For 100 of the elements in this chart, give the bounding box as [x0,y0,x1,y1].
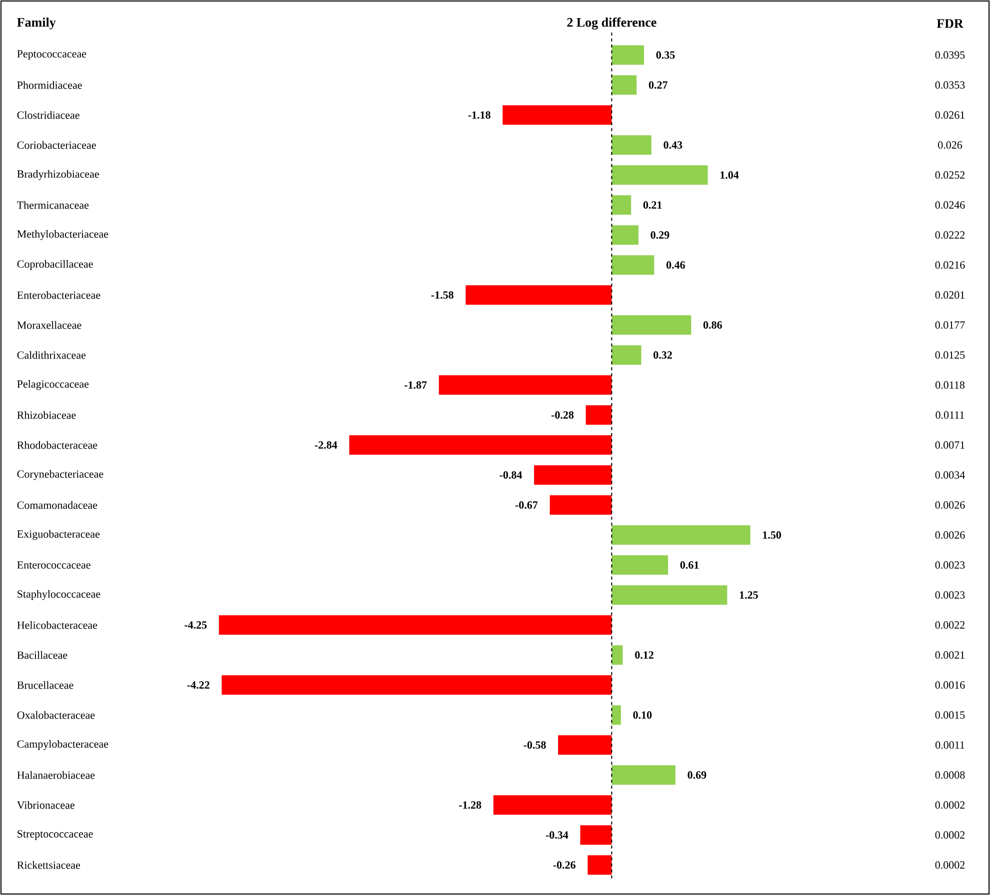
text: 0.0118 [936,381,965,389]
text: 0.0002 [935,831,965,839]
bar [612,645,623,665]
y-tick-label: Thermicanaceae [17,201,89,209]
text: 0.0023 [935,591,965,599]
y-tick-label: Phormidiaceae [17,81,82,89]
y-tick-label: Caldithrixaceae [17,351,86,359]
bar [612,585,728,605]
y-tick-label: Bacillaceae [17,651,68,659]
bar [612,225,638,245]
bar [612,135,652,155]
text: 0.0353 [935,81,965,89]
data-label: 0.12 [635,651,654,659]
data-label: 1.04 [720,171,739,179]
y-tick-label: Clostridiaceae [17,111,80,119]
bar [222,675,612,695]
data-label: 0.69 [688,771,706,779]
bar [612,165,708,185]
text: 0.0111 [936,411,964,419]
y-tick-label: Campylobacteraceae [17,740,108,750]
y-tick-label: Enterococcaceae [17,561,90,569]
y-tick-label: Rickettsiaceae [17,861,80,869]
y-tick-label: Vibrionaceae [16,801,74,809]
text: 0.0125 [935,351,965,359]
bar [612,765,676,785]
bar [612,705,621,725]
bar [218,615,612,635]
text: 0.0071 [935,441,964,449]
y-tick-label: Enterobacteriaceae [17,291,100,299]
bar [612,45,644,65]
bar [612,75,637,95]
data-label: -0.34 [546,831,568,839]
bar [612,195,632,215]
bar [534,465,612,485]
text: 0.0002 [935,861,965,869]
data-label: 1.50 [763,531,781,539]
text: 0.0216 [935,261,965,269]
bar [550,495,612,515]
y-tick-label: Bradyrhizobiaceae [17,170,99,180]
bar [580,825,612,845]
y-tick-label: Streptococcaceae [18,830,93,840]
text: 0.0261 [935,111,964,119]
text: FDR [936,19,964,28]
text: 0.0026 [935,531,965,539]
y-axis-title: Family [17,18,56,30]
data-label: 0.29 [650,231,670,239]
text: 0.0034 [935,471,965,479]
data-label: 0.35 [656,51,675,59]
y-tick-label: Pelagicoccaceae [17,380,89,390]
bar [588,855,612,875]
text: 0.0002 [935,801,965,809]
text: 0.0252 [935,171,965,179]
data-label: -0.26 [553,861,576,869]
bar [612,255,654,275]
y-tick-label: Oxalobacteraceae [17,711,95,719]
bar [612,555,668,575]
data-label: 0.21 [643,201,662,209]
data-label: -1.58 [431,291,454,299]
data-label: 0.27 [648,81,668,89]
text: 0.0015 [935,711,965,719]
y-tick-label: Corynebacteriaceae [17,470,104,480]
data-label: 0.32 [654,351,672,359]
data-label: 0.46 [666,261,685,269]
y-tick-label: Moraxellaceae [17,321,82,329]
y-tick-label: Halanaerobiaceae [17,771,95,779]
data-label: 0.86 [703,321,722,329]
y-tick-label: Helicobacteraceae [17,621,98,629]
y-tick-label: Coprobacillaceae [17,260,93,270]
data-label: -0.58 [524,741,546,749]
y-tick-label: Brucellaceae [17,681,74,689]
text: 0.0177 [935,321,965,329]
data-label: 1.25 [740,591,758,599]
bar [612,315,692,335]
bar [466,285,612,305]
bar [438,375,612,395]
bar [612,525,750,545]
y-tick-label: Comamonadaceae [17,501,98,509]
data-label: -4.22 [187,681,210,689]
bar [558,735,612,755]
data-label: 0.10 [633,711,652,719]
bar [493,795,612,815]
y-tick-label: Peptococcaceae [17,50,86,60]
y-tick-label: Rhodobacteraceae [17,441,98,449]
text: 0.0201 [935,291,964,299]
y-tick-label: Exiguobacteraceae [17,530,100,540]
bar [502,105,612,125]
text: 0.0016 [935,681,965,689]
data-label: 0.43 [664,141,682,149]
bar [612,345,642,365]
data-label: -4.25 [184,621,207,629]
y-tick-label: Coriobacteriaceae [17,141,96,149]
text: 0.0011 [936,741,964,749]
y-tick-label: Methylobacteriaceae [17,230,108,240]
text: 0.0022 [935,621,965,629]
chart-title: 2 Log difference [567,17,656,30]
text: 0.0026 [935,501,965,509]
y-tick-label: Staphylococcaceae [18,590,100,600]
text: 0.0395 [935,51,965,59]
text: 0.0246 [935,201,965,209]
data-label: -0.28 [551,411,574,419]
